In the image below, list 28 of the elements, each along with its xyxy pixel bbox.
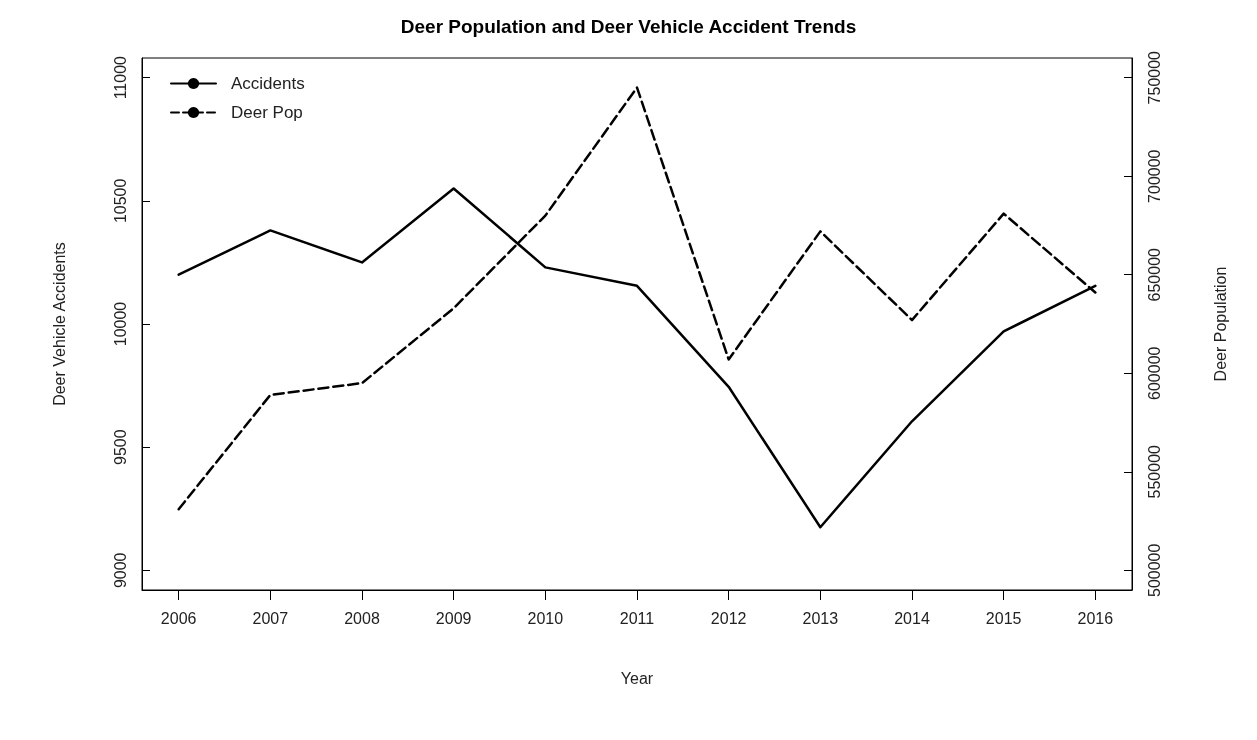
y2-tick-label: 550000: [1145, 444, 1163, 499]
y-tick-label: 10500: [111, 178, 129, 224]
x-tick-label: 2012: [710, 609, 747, 627]
y2-tick-label: 650000: [1145, 247, 1163, 302]
x-tick-label: 2013: [802, 609, 839, 627]
x-tick-label: 2009: [435, 609, 472, 627]
legend-label: Deer Pop: [231, 103, 303, 122]
y-tick-label: 11000: [111, 55, 129, 100]
x-tick-label: 2016: [1077, 609, 1114, 627]
x-tick-label: 2010: [527, 609, 564, 627]
y-tick-label: 10000: [111, 301, 129, 347]
x-tick-label: 2007: [252, 609, 289, 627]
x-axis-title: Year: [620, 669, 654, 687]
legend-label: Accidents: [231, 74, 305, 93]
y2-tick-label: 500000: [1145, 543, 1163, 597]
x-tick-label: 2011: [619, 609, 655, 627]
x-tick-label: 2015: [985, 609, 1022, 627]
y-tick-label: 9500: [111, 429, 129, 465]
y-axis-title: Deer Vehicle Accidents: [50, 242, 68, 406]
y-tick-label: 9000: [111, 552, 129, 589]
y2-tick-label: 700000: [1145, 149, 1163, 203]
chart-title: Deer Population and Deer Vehicle Accident Trends: [400, 16, 857, 37]
y2-axis-title: Deer Population: [1211, 266, 1229, 382]
y2-tick-label: 750000: [1145, 50, 1163, 105]
x-tick-label: 2014: [894, 609, 930, 627]
y2-tick-label: 600000: [1145, 346, 1163, 400]
x-tick-label: 2008: [344, 609, 380, 627]
x-tick-label: 2006: [160, 609, 197, 627]
